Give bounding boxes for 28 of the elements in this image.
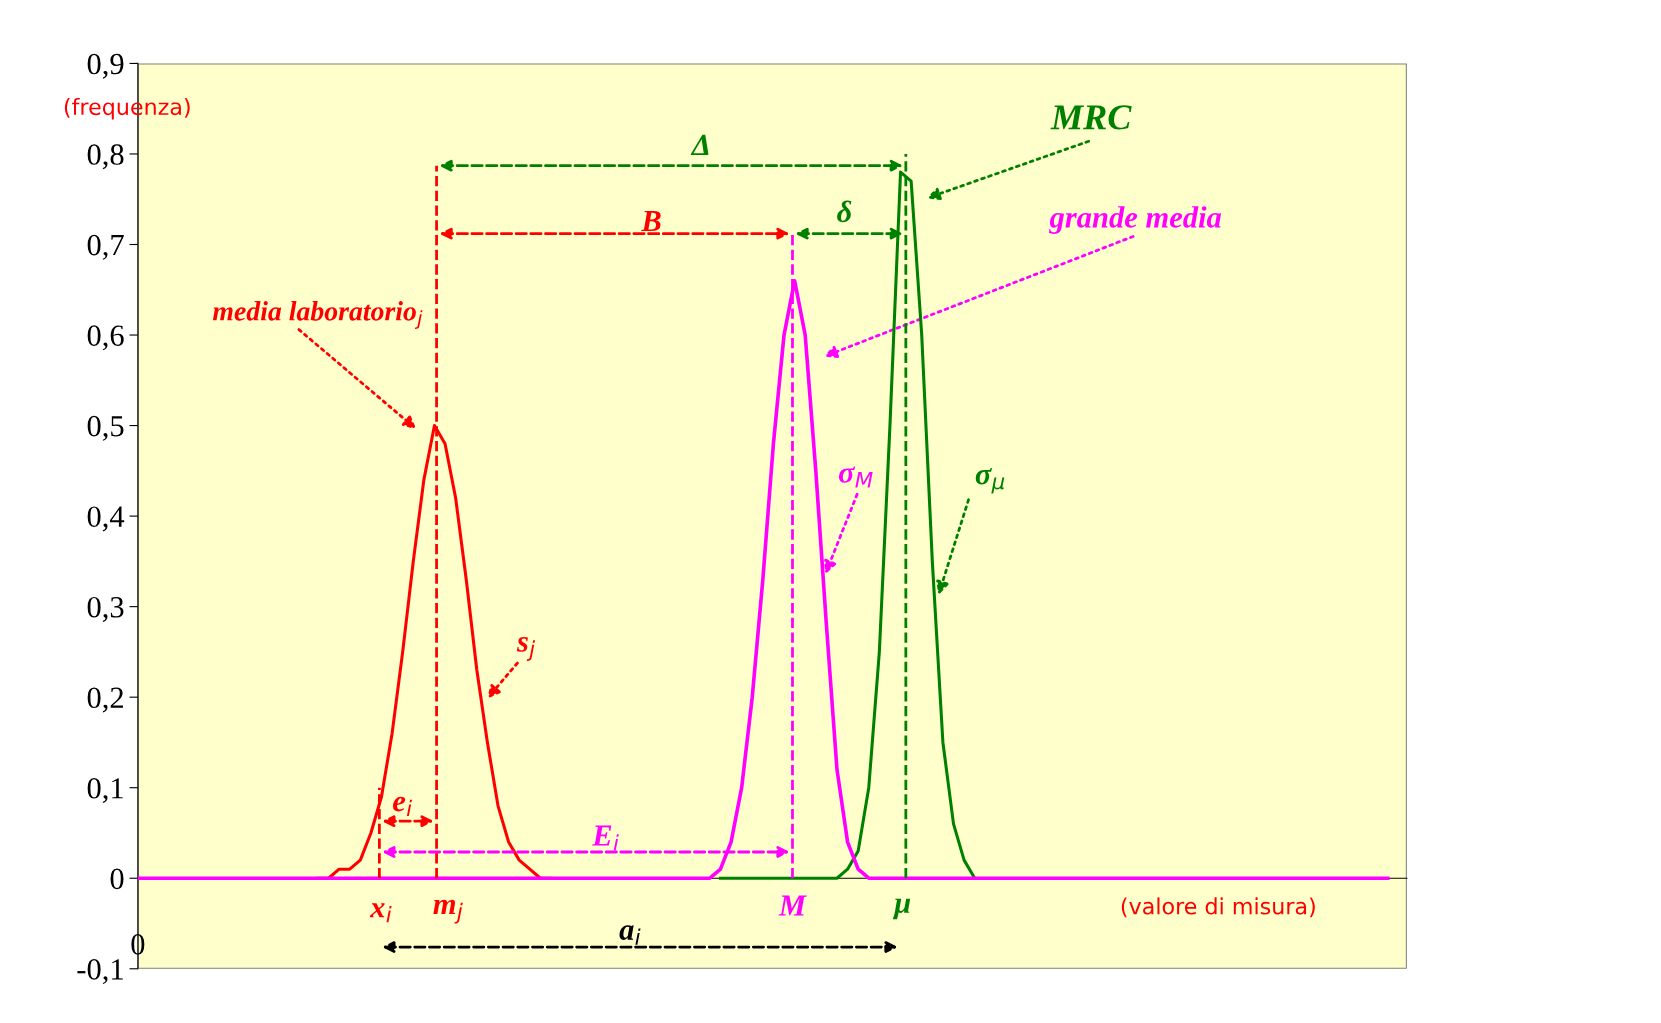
annotation: MRC (1050, 105, 1132, 130)
y-tick-label: 0,9 (87, 53, 124, 79)
annotation: s$_{j}$ (516, 637, 536, 661)
annotation: m$_{j}$ (433, 899, 463, 924)
annotation: μ (892, 898, 911, 920)
annotation: Δ (690, 134, 709, 155)
y-tick-label: 0,2 (87, 687, 123, 713)
annotation: a$_{i}$ (619, 925, 641, 945)
y-tick-label: 0,7 (87, 234, 124, 260)
y-tick-label: 0,3 (87, 596, 124, 622)
y-tick-label: 0,4 (87, 506, 125, 532)
annotation: grande media (1048, 206, 1222, 234)
annotation: δ (837, 200, 852, 223)
annotation: B (641, 211, 661, 232)
annotation: (valore di misura) (1121, 897, 1315, 918)
y-tick-label: 0,6 (87, 325, 124, 351)
y-tick-label: 0,8 (87, 144, 124, 170)
annotation: x$_{i}$ (369, 903, 392, 923)
annotation: media laboratorio$_{j}$ (212, 301, 423, 329)
annotation: M (778, 895, 807, 916)
annotation: E$_{i}$ (592, 825, 619, 851)
annotation: e$_{i}$ (393, 796, 412, 817)
annotation: σ$_{M}$ (838, 466, 873, 488)
annotation: σ$_{μ}$ (975, 468, 1005, 494)
y-tick-label: -0,1 (77, 959, 123, 985)
y-tick-label: 0,5 (87, 415, 124, 441)
y-tick-label: 0 (110, 868, 124, 890)
y-tick-label: 0,1 (87, 777, 123, 804)
